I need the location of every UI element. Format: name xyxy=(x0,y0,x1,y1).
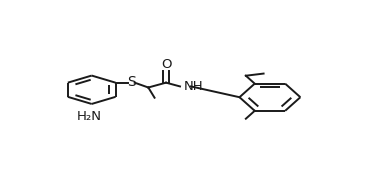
Text: O: O xyxy=(161,58,171,71)
Text: NH: NH xyxy=(184,80,203,93)
Text: S: S xyxy=(127,75,135,89)
Text: H₂N: H₂N xyxy=(76,110,101,123)
